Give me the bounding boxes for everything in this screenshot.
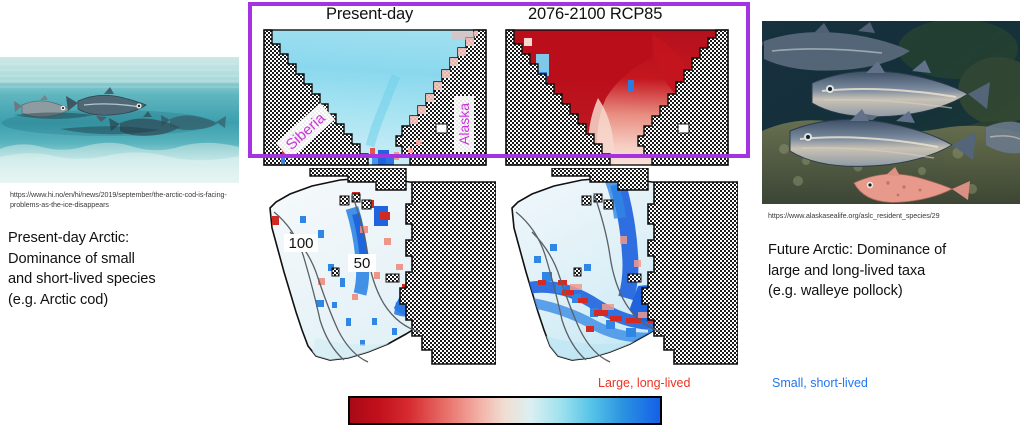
colorbar-label-small-short-lived: Small, short-lived bbox=[772, 376, 868, 390]
svg-text:50: 50 bbox=[354, 255, 371, 272]
fish-silhouette bbox=[14, 87, 226, 136]
map-figure: Present-day 2076-2100 RCP85 bbox=[248, 0, 868, 432]
right-photo-source-url: https://www.alaskasealife.org/aslc_resid… bbox=[768, 211, 940, 220]
colorbar bbox=[348, 396, 662, 425]
panel-title-future: 2076-2100 RCP85 bbox=[528, 5, 663, 23]
map-arctic-future[interactable] bbox=[502, 28, 732, 167]
map-arctic-present[interactable]: Siberia Alaska bbox=[260, 28, 490, 167]
svg-text:Alaska: Alaska bbox=[456, 103, 472, 145]
colorbar-label-large-long-lived: Large, long-lived bbox=[598, 376, 691, 390]
svg-text:100: 100 bbox=[288, 235, 313, 252]
isobath-label-100: 100 bbox=[284, 234, 318, 252]
arctic-cod-photo bbox=[0, 57, 239, 183]
left-photo-source-url: https://www.hi.no/en/hi/news/2019/septem… bbox=[10, 190, 227, 209]
right-caption-text: Future Arctic: Dominance of large and lo… bbox=[768, 242, 947, 300]
map-bering-present[interactable]: 100 50 bbox=[256, 168, 496, 372]
isobath-label-50: 50 bbox=[348, 254, 376, 272]
rockfish bbox=[853, 167, 970, 203]
map-bering-future[interactable] bbox=[498, 168, 738, 372]
walleye-pollock-photo bbox=[762, 21, 1020, 204]
alaska-label: Alaska bbox=[454, 96, 474, 152]
panel-title-present-day: Present-day bbox=[326, 5, 414, 23]
left-caption-text: Present-day Arctic: Dominance of small a… bbox=[8, 230, 156, 309]
